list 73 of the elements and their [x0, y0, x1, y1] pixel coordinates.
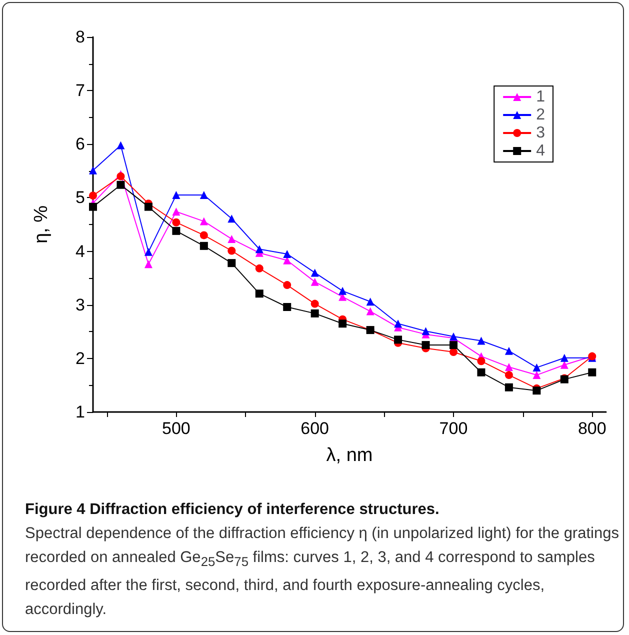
point [310, 300, 319, 308]
point [200, 191, 208, 200]
point [228, 246, 236, 255]
point [228, 234, 236, 243]
text: Figure 4 Diffraction efficiency of interference structures. [25, 500, 440, 520]
point [116, 180, 125, 189]
point [310, 268, 319, 277]
point [255, 245, 264, 254]
point [560, 360, 568, 369]
point [200, 217, 208, 226]
legend-label: 1 [536, 88, 546, 106]
y-tick-label: 2 [76, 348, 85, 368]
legend-label: 3 [536, 124, 546, 142]
point [366, 298, 374, 306]
point [532, 386, 541, 395]
x-axis-title: λ, nm [326, 445, 373, 466]
point [449, 348, 458, 356]
x-tick-label: 700 [439, 419, 468, 438]
y-tick-label: 6 [76, 134, 85, 154]
y-tick-label: 8 [76, 28, 85, 46]
point [338, 286, 347, 295]
point [310, 278, 319, 286]
point [200, 242, 208, 250]
y-tick-label: 1 [76, 402, 85, 422]
point [532, 364, 541, 372]
point [116, 141, 125, 150]
point [172, 208, 180, 216]
point [255, 290, 264, 298]
point [144, 248, 152, 256]
y-tick-label: 7 [76, 81, 85, 100]
point [560, 354, 568, 362]
point [228, 259, 236, 268]
point [504, 346, 513, 355]
point [394, 336, 402, 344]
point [172, 191, 180, 200]
point [283, 250, 292, 258]
point [89, 192, 97, 200]
point [449, 341, 458, 350]
point [144, 260, 152, 268]
point [200, 231, 208, 240]
point [477, 368, 486, 376]
point [283, 303, 292, 311]
point [422, 341, 430, 350]
point [477, 336, 486, 345]
legend-label: 2 [536, 106, 546, 124]
point [255, 264, 264, 272]
y-tick-label: 3 [76, 295, 85, 314]
point [532, 371, 541, 380]
point [588, 368, 596, 376]
point [504, 363, 513, 371]
point [338, 320, 347, 328]
point [283, 281, 292, 290]
x-tick-label: 600 [300, 419, 330, 438]
point [172, 218, 180, 226]
legend-label: 4 [536, 142, 546, 160]
point [422, 327, 430, 336]
point [366, 307, 374, 316]
text: Spectral dependence of the diffraction efficiency η (in unpolarized light) for the gratings recorded on annealed Ge$_{25}$Se$_{75}$ films: curves 1, 2, 3, and 4 correspond to samples recorded after the first, second, third, and fourth exposure-annealing cycles, accordingly. [25, 524, 620, 620]
point [504, 383, 513, 392]
y-axis-title: η, % [31, 205, 52, 244]
point [89, 166, 97, 174]
point [172, 226, 180, 235]
point [504, 371, 513, 380]
point [394, 320, 402, 328]
x-tick-label: 800 [578, 419, 606, 438]
point [144, 202, 152, 211]
y-tick-label: 4 [76, 242, 85, 261]
point [310, 309, 319, 318]
y-tick-label: 5 [76, 188, 85, 208]
x-tick-label: 500 [162, 419, 190, 438]
point [89, 202, 97, 211]
point [228, 214, 236, 223]
point [477, 357, 486, 366]
